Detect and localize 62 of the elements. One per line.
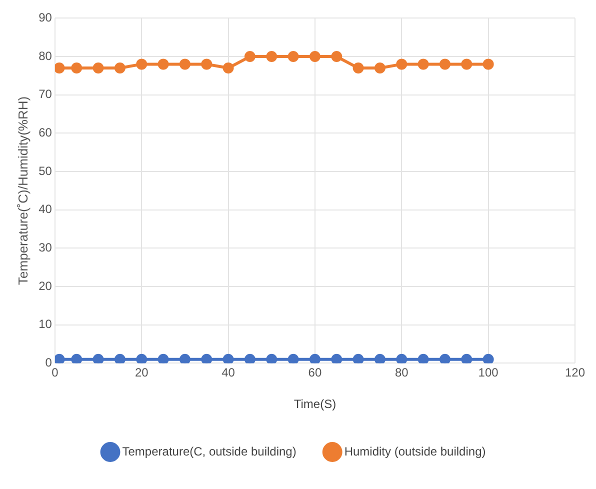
y-tick-label: 20 — [38, 278, 52, 293]
point — [439, 354, 450, 364]
point — [114, 62, 126, 74]
point — [418, 58, 429, 70]
point — [352, 62, 364, 74]
legend-label: Temperature(C, outside building) — [122, 444, 296, 458]
y-tick-label: 60 — [38, 126, 52, 140]
point — [374, 354, 386, 364]
point — [374, 62, 386, 74]
point — [71, 62, 82, 74]
point — [482, 354, 494, 364]
legend-label: Humidity (outside building) — [344, 444, 486, 458]
point — [288, 51, 299, 62]
point — [266, 51, 278, 62]
x-tick-label: 60 — [308, 366, 322, 380]
point — [244, 354, 256, 364]
point — [482, 58, 494, 70]
y-tick-label: 10 — [38, 317, 52, 332]
y-tick-label: 50 — [38, 164, 52, 178]
point — [201, 354, 212, 364]
y-tick-label: 40 — [38, 202, 52, 216]
y-tick-label: 70 — [38, 87, 52, 102]
y-tick-label: 80 — [38, 48, 52, 63]
point — [222, 62, 234, 74]
point — [92, 354, 104, 364]
point — [418, 354, 429, 364]
point — [331, 354, 342, 364]
point — [288, 354, 299, 364]
point — [309, 354, 320, 364]
point — [309, 51, 320, 62]
point — [396, 58, 408, 70]
point — [439, 58, 450, 70]
point — [331, 51, 342, 62]
point — [179, 354, 190, 364]
point — [244, 51, 256, 62]
y-tick-label: 30 — [38, 240, 52, 255]
point — [71, 354, 82, 364]
point — [396, 354, 408, 364]
y-tick-label: 90 — [38, 10, 52, 25]
point — [158, 354, 169, 364]
point — [461, 58, 472, 70]
point — [54, 354, 65, 364]
point — [136, 58, 148, 70]
x-tick-label: 100 — [478, 366, 499, 380]
point — [201, 58, 212, 70]
point — [136, 354, 148, 364]
point — [114, 354, 126, 364]
y-tick-label: 0 — [45, 356, 52, 370]
point — [266, 354, 278, 364]
point — [461, 354, 472, 364]
point — [92, 62, 104, 74]
point — [54, 62, 65, 74]
point — [179, 58, 190, 70]
point — [158, 58, 169, 70]
point — [352, 354, 364, 364]
x-tick-label: 80 — [394, 366, 409, 380]
y-axis-title: Temperature(˚C)/Humidity(%RH) — [15, 96, 30, 285]
point — [222, 354, 234, 364]
x-tick-label: 40 — [222, 366, 236, 380]
x-tick-label: 120 — [564, 366, 586, 380]
x-tick-label: 20 — [134, 366, 149, 380]
x-axis-title: Time(S) — [294, 397, 336, 412]
